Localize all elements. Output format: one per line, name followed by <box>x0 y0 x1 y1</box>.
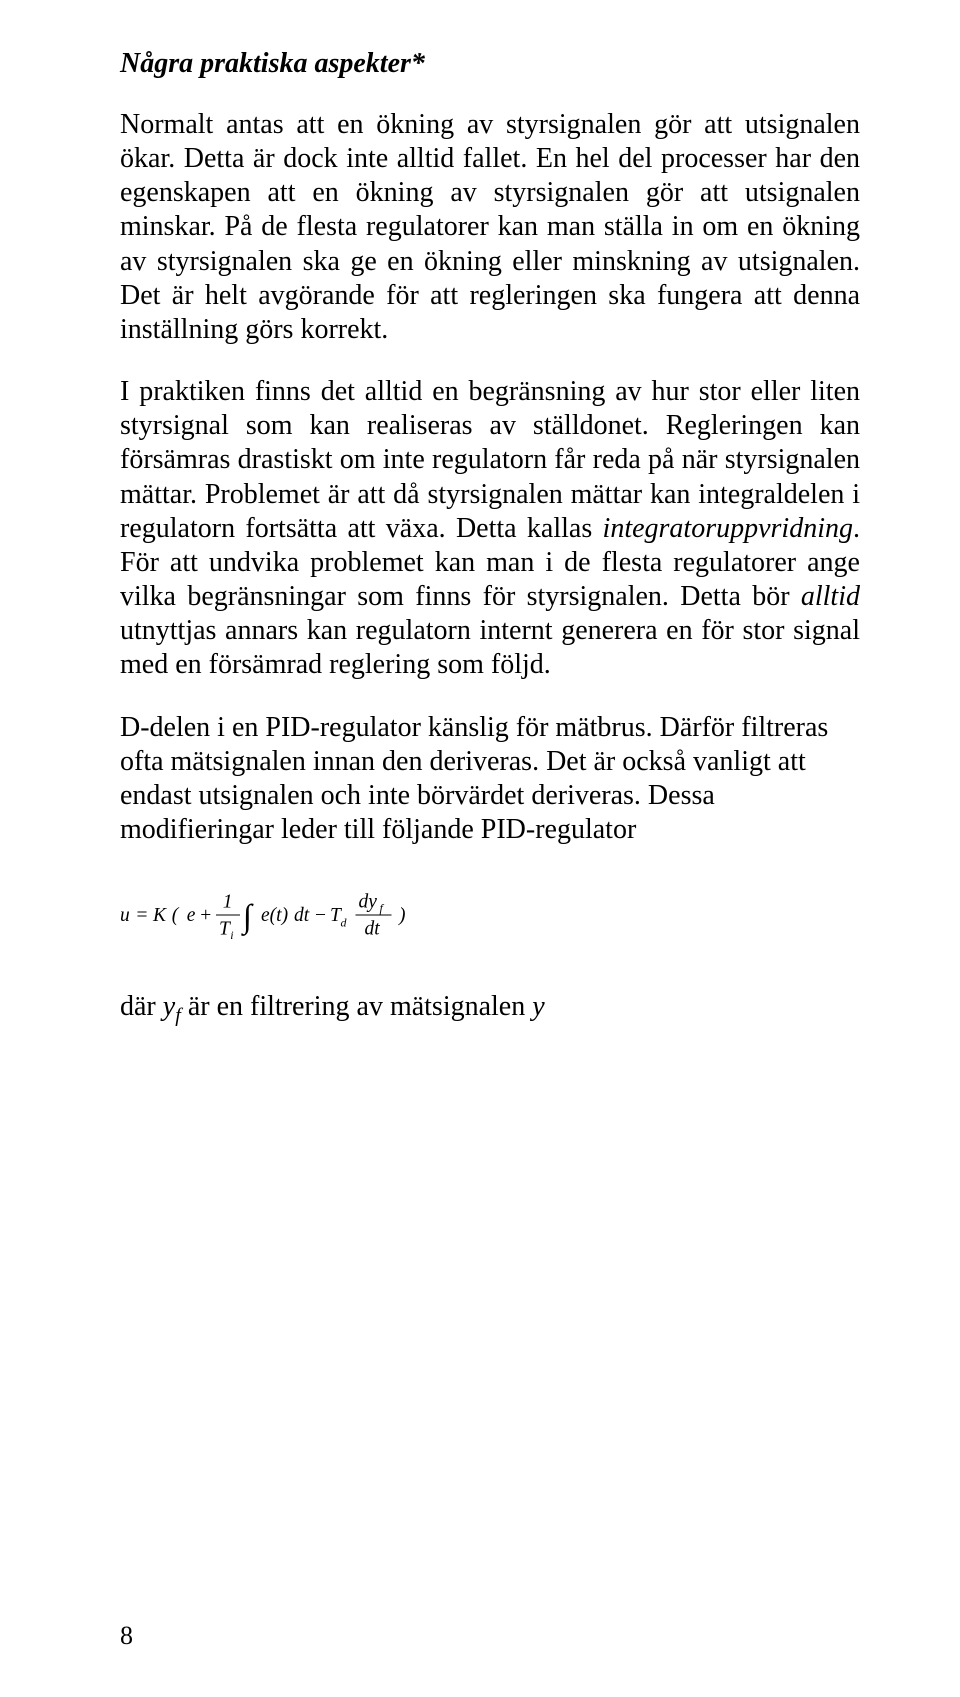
sym-y: y <box>532 991 544 1022</box>
sym-dt1: dt <box>294 905 310 926</box>
document-page: Några praktiska aspekter* Normalt antas … <box>0 0 960 1697</box>
frac1-den-i: i <box>230 928 233 942</box>
frac1-den-T: T <box>219 919 231 940</box>
sym-minus: − <box>315 905 326 926</box>
sym-et: e(t) <box>261 905 288 926</box>
sym-integral: ∫ <box>241 899 254 936</box>
paragraph-4-text-a: där <box>120 991 163 1022</box>
sym-close: ) <box>398 905 406 926</box>
frac1-num: 1 <box>223 892 233 913</box>
sym-K: K <box>152 905 167 926</box>
page-number: 8 <box>120 1621 133 1651</box>
paragraph-2: I praktiken finns det alltid en begränsn… <box>120 375 860 682</box>
pid-formula: u = K ( e + 1 T i ∫ e(t) dt − T d dy <box>120 875 860 960</box>
term-alltid: alltid <box>801 581 860 612</box>
paragraph-1: Normalt antas att en ökning av styrsigna… <box>120 108 860 347</box>
pid-formula-svg: u = K ( e + 1 T i ∫ e(t) dt − T d dy <box>120 875 510 955</box>
paragraph-4: där yf är en filtrering av mätsignalen y <box>120 990 860 1028</box>
paragraph-3: D-delen i en PID-regulator känslig för m… <box>120 711 860 848</box>
term-integratoruppvridning: integratoruppvridning <box>603 513 853 544</box>
section-heading: Några praktiska aspekter* <box>120 48 860 80</box>
sym-u: u <box>120 905 130 926</box>
paragraph-4-text-d: är en filtrering av mätsignalen <box>181 991 532 1022</box>
sym-Td-sub: d <box>341 915 348 929</box>
sym-eq: = <box>137 905 148 926</box>
frac2-num-dy: dy <box>359 892 378 913</box>
frac2-den-dt: dt <box>365 919 381 940</box>
paragraph-2-text-e: utnyttjas annars kan regulatorn internt … <box>120 615 860 680</box>
sym-plus: + <box>200 905 211 926</box>
sym-open: ( <box>172 905 180 926</box>
sym-e: e <box>187 905 196 926</box>
frac2-num-f: f <box>380 901 385 915</box>
sym-yf-y: y <box>163 991 175 1022</box>
